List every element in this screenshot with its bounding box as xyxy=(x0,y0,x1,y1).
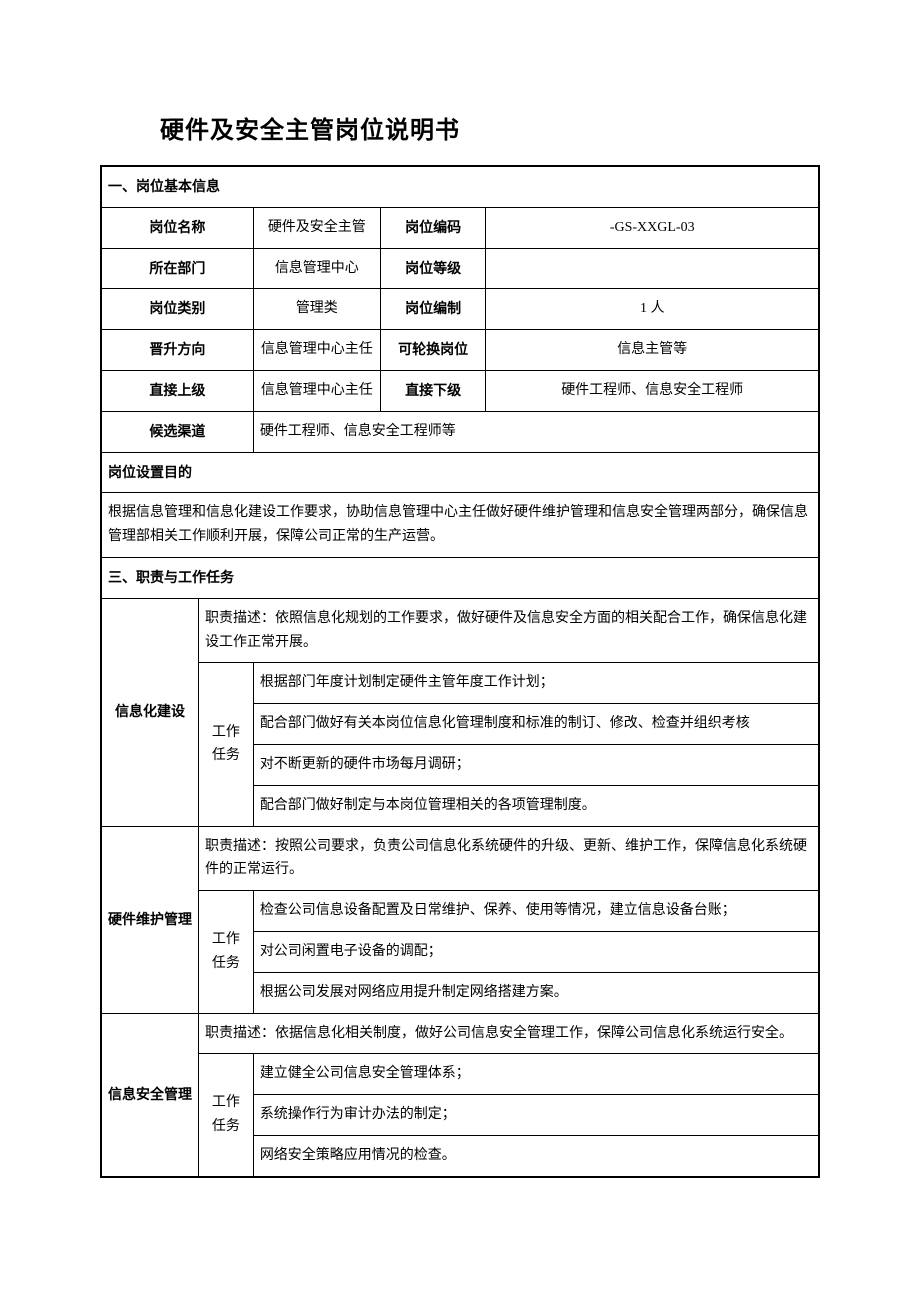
section1-header-row: 一、岗位基本信息 xyxy=(101,166,819,207)
value-position-code: -GS-XXGL-03 xyxy=(486,207,819,248)
duty-group2-task-label: 工作任务 xyxy=(199,891,254,1013)
value-superior: 信息管理中心主任 xyxy=(253,370,380,411)
duty-group1-task2: 配合部门做好有关本岗位信息化管理制度和标准的制订、修改、检查并组织考核 xyxy=(253,704,819,745)
label-subordinate: 直接下级 xyxy=(380,370,486,411)
label-position-level: 岗位等级 xyxy=(380,248,486,289)
label-position-code: 岗位编码 xyxy=(380,207,486,248)
duty-group1-task1-row: 工作任务 根据部门年度计划制定硬件主管年度工作计划； xyxy=(101,663,819,704)
duty-group1-task-label: 工作任务 xyxy=(199,663,254,826)
section2-header: 岗位设置目的 xyxy=(101,452,819,493)
duty-group2-task2: 对公司闲置电子设备的调配； xyxy=(253,931,819,972)
basic-info-row-6: 候选渠道 硬件工程师、信息安全工程师等 xyxy=(101,411,819,452)
value-department: 信息管理中心 xyxy=(253,248,380,289)
value-position-level xyxy=(486,248,819,289)
label-candidate: 候选渠道 xyxy=(101,411,253,452)
duty-group1-task4: 配合部门做好制定与本岗位管理相关的各项管理制度。 xyxy=(253,785,819,826)
section2-header-row: 岗位设置目的 xyxy=(101,452,819,493)
value-headcount: 1 人 xyxy=(486,289,819,330)
job-description-table: 一、岗位基本信息 岗位名称 硬件及安全主管 岗位编码 -GS-XXGL-03 所… xyxy=(100,165,820,1178)
label-headcount: 岗位编制 xyxy=(380,289,486,330)
duty-group1-task1: 根据部门年度计划制定硬件主管年度工作计划； xyxy=(253,663,819,704)
basic-info-row-5: 直接上级 信息管理中心主任 直接下级 硬件工程师、信息安全工程师 xyxy=(101,370,819,411)
duty-group3-task2: 系统操作行为审计办法的制定； xyxy=(253,1095,819,1136)
duty-group2-task1: 检查公司信息设备配置及日常维护、保养、使用等情况，建立信息设备台账； xyxy=(253,891,819,932)
duty-group3-title: 信息安全管理 xyxy=(101,1013,199,1177)
value-position-type: 管理类 xyxy=(253,289,380,330)
section1-header: 一、岗位基本信息 xyxy=(101,166,819,207)
basic-info-row-3: 岗位类别 管理类 岗位编制 1 人 xyxy=(101,289,819,330)
duty-group3-desc: 职责描述：依据信息化相关制度，做好公司信息安全管理工作，保障公司信息化系统运行安… xyxy=(199,1013,820,1054)
label-promotion: 晋升方向 xyxy=(101,330,253,371)
duty-group2-task3: 根据公司发展对网络应用提升制定网络搭建方案。 xyxy=(253,972,819,1013)
label-rotation: 可轮换岗位 xyxy=(380,330,486,371)
duty-group3-task1: 建立健全公司信息安全管理体系； xyxy=(253,1054,819,1095)
duty-group1-task3: 对不断更新的硬件市场每月调研； xyxy=(253,744,819,785)
duty-group1-desc-row: 信息化建设 职责描述：依照信息化规划的工作要求，做好硬件及信息安全方面的相关配合… xyxy=(101,598,819,663)
duty-group1-desc: 职责描述：依照信息化规划的工作要求，做好硬件及信息安全方面的相关配合工作，确保信… xyxy=(199,598,820,663)
duty-group3-task-label: 工作任务 xyxy=(199,1054,254,1177)
duty-group3-task1-row: 工作任务 建立健全公司信息安全管理体系； xyxy=(101,1054,819,1095)
section3-header-row: 三、职责与工作任务 xyxy=(101,557,819,598)
value-candidate: 硬件工程师、信息安全工程师等 xyxy=(253,411,819,452)
duty-group3-task3: 网络安全策略应用情况的检查。 xyxy=(253,1135,819,1176)
duty-group2-desc-row: 硬件维护管理 职责描述：按照公司要求，负责公司信息化系统硬件的升级、更新、维护工… xyxy=(101,826,819,891)
section2-content-row: 根据信息管理和信息化建设工作要求，协助信息管理中心主任做好硬件维护管理和信息安全… xyxy=(101,493,819,558)
value-promotion: 信息管理中心主任 xyxy=(253,330,380,371)
label-superior: 直接上级 xyxy=(101,370,253,411)
value-position-name: 硬件及安全主管 xyxy=(253,207,380,248)
duty-group2-desc: 职责描述：按照公司要求，负责公司信息化系统硬件的升级、更新、维护工作，保障信息化… xyxy=(199,826,820,891)
duty-group3-desc-row: 信息安全管理 职责描述：依据信息化相关制度，做好公司信息安全管理工作，保障公司信… xyxy=(101,1013,819,1054)
label-position-name: 岗位名称 xyxy=(101,207,253,248)
value-subordinate: 硬件工程师、信息安全工程师 xyxy=(486,370,819,411)
duty-group2-title: 硬件维护管理 xyxy=(101,826,199,1013)
purpose-content: 根据信息管理和信息化建设工作要求，协助信息管理中心主任做好硬件维护管理和信息安全… xyxy=(101,493,819,558)
label-department: 所在部门 xyxy=(101,248,253,289)
document-title: 硬件及安全主管岗位说明书 xyxy=(160,110,820,145)
basic-info-row-2: 所在部门 信息管理中心 岗位等级 xyxy=(101,248,819,289)
basic-info-row-1: 岗位名称 硬件及安全主管 岗位编码 -GS-XXGL-03 xyxy=(101,207,819,248)
duty-group1-title: 信息化建设 xyxy=(101,598,199,826)
basic-info-row-4: 晋升方向 信息管理中心主任 可轮换岗位 信息主管等 xyxy=(101,330,819,371)
label-position-type: 岗位类别 xyxy=(101,289,253,330)
section3-header: 三、职责与工作任务 xyxy=(101,557,819,598)
duty-group2-task1-row: 工作任务 检查公司信息设备配置及日常维护、保养、使用等情况，建立信息设备台账； xyxy=(101,891,819,932)
value-rotation: 信息主管等 xyxy=(486,330,819,371)
